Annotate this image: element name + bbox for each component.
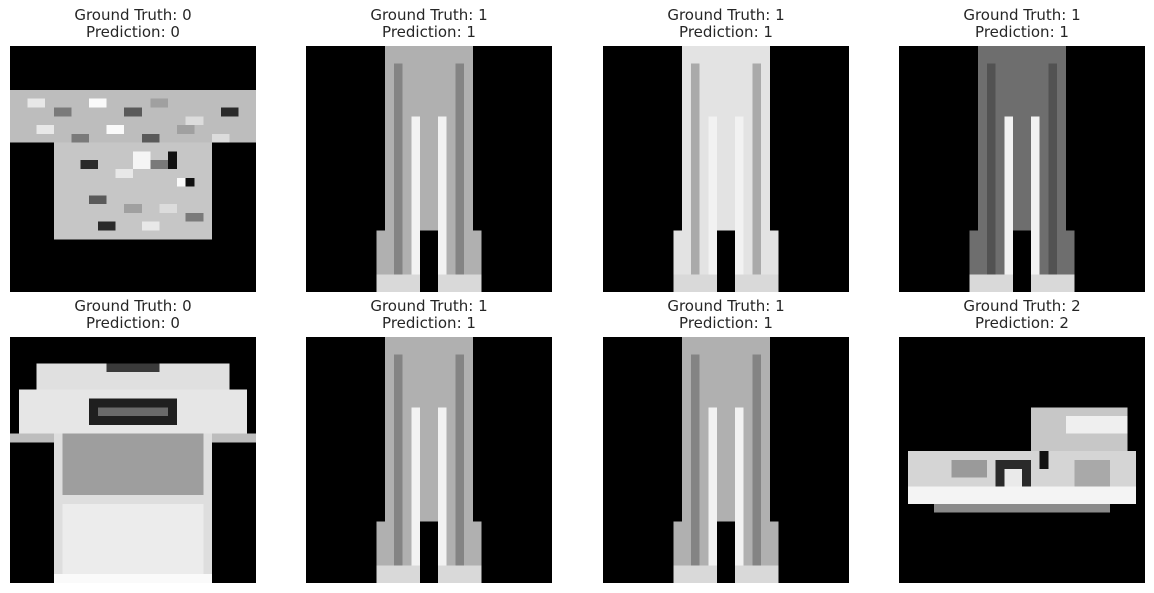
- ground-truth-label: Ground Truth: 0: [74, 297, 192, 315]
- panel-title: Ground Truth: 1 Prediction: 1: [603, 7, 849, 41]
- trouser-image: [673, 337, 779, 583]
- sample-image: [10, 337, 256, 583]
- panel-title: Ground Truth: 1 Prediction: 1: [603, 298, 849, 332]
- prediction-label: Prediction: 1: [975, 23, 1069, 41]
- panel-title: Ground Truth: 1 Prediction: 1: [899, 7, 1145, 41]
- sample-image: [899, 46, 1145, 292]
- sample-image: [306, 46, 552, 292]
- ground-truth-label: Ground Truth: 1: [370, 6, 488, 24]
- sample-image: [603, 46, 849, 292]
- sample-image: [603, 337, 849, 583]
- trouser-dark-image: [969, 46, 1075, 292]
- panel-title: Ground Truth: 2 Prediction: 2: [899, 298, 1145, 332]
- panel-title-text: Ground Truth: 1 Prediction: 1: [603, 298, 849, 332]
- panel-title-text: Ground Truth: 0 Prediction: 0: [10, 298, 256, 332]
- panel-title-text: Ground Truth: 2 Prediction: 2: [899, 298, 1145, 332]
- prediction-label: Prediction: 0: [86, 23, 180, 41]
- prediction-label: Prediction: 1: [382, 314, 476, 332]
- panel-title-text: Ground Truth: 1 Prediction: 1: [306, 7, 552, 41]
- panel-title: Ground Truth: 1 Prediction: 1: [306, 298, 552, 332]
- prediction-label: Prediction: 2: [975, 314, 1069, 332]
- trouser-image: [376, 46, 482, 292]
- panel-title-text: Ground Truth: 1 Prediction: 1: [306, 298, 552, 332]
- prediction-label: Prediction: 1: [382, 23, 476, 41]
- panel-title: Ground Truth: 0 Prediction: 0: [10, 298, 256, 332]
- sneaker-image: [907, 407, 1137, 513]
- trouser-bright-image: [673, 46, 779, 292]
- panel-title-text: Ground Truth: 0 Prediction: 0: [10, 7, 256, 41]
- panel-title-text: Ground Truth: 1 Prediction: 1: [603, 7, 849, 41]
- sample-image: [10, 46, 256, 292]
- ground-truth-label: Ground Truth: 1: [667, 6, 785, 24]
- prediction-label: Prediction: 1: [679, 23, 773, 41]
- ground-truth-label: Ground Truth: 0: [74, 6, 192, 24]
- ground-truth-label: Ground Truth: 1: [667, 297, 785, 315]
- tshirt-plain-image: [10, 363, 256, 583]
- ground-truth-label: Ground Truth: 1: [370, 297, 488, 315]
- panel-title-text: Ground Truth: 1 Prediction: 1: [899, 7, 1145, 41]
- ground-truth-label: Ground Truth: 1: [963, 6, 1081, 24]
- panel-title: Ground Truth: 0 Prediction: 0: [10, 7, 256, 41]
- panel-title: Ground Truth: 1 Prediction: 1: [306, 7, 552, 41]
- ground-truth-label: Ground Truth: 2: [963, 297, 1081, 315]
- sample-image: [306, 337, 552, 583]
- sample-image: [899, 337, 1145, 583]
- prediction-label: Prediction: 1: [679, 314, 773, 332]
- prediction-label: Prediction: 0: [86, 314, 180, 332]
- tshirt-patterned-image: [10, 89, 256, 240]
- trouser-image: [376, 337, 482, 583]
